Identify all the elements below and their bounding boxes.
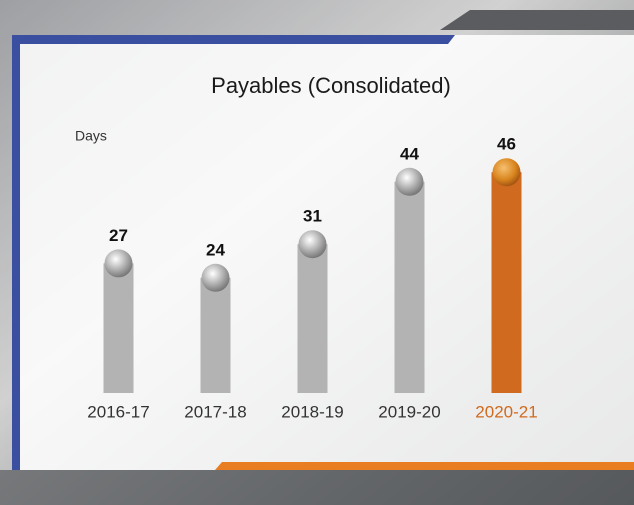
corner-tab bbox=[440, 10, 634, 30]
bar-cap bbox=[298, 230, 327, 259]
panel-bottom-accent bbox=[215, 462, 634, 470]
chart-title: Payables (Consolidated) bbox=[211, 73, 451, 98]
value-label: 44 bbox=[400, 144, 419, 163]
bar-cap bbox=[492, 158, 521, 187]
value-label: 27 bbox=[109, 226, 128, 245]
x-tick-label: 2017-18 bbox=[184, 402, 246, 421]
plot-area: 27 2016-17 24 2017-18 31 2018-19 44 2019-20 46 20… bbox=[87, 135, 537, 422]
bar bbox=[297, 244, 328, 393]
x-tick-label: 2018-19 bbox=[281, 402, 343, 421]
panel-left-border bbox=[12, 35, 20, 470]
bar-cap bbox=[201, 263, 230, 292]
value-label: 24 bbox=[206, 240, 225, 259]
bar-cap bbox=[395, 167, 424, 196]
bar bbox=[200, 277, 231, 393]
bar bbox=[394, 181, 425, 393]
bar bbox=[103, 263, 134, 393]
x-tick-label: 2016-17 bbox=[87, 402, 149, 421]
y-axis-label: Days bbox=[75, 128, 107, 144]
x-tick-label: 2019-20 bbox=[378, 402, 440, 421]
value-label: 31 bbox=[303, 207, 322, 226]
x-tick-label: 2020-21 bbox=[475, 402, 537, 421]
bottom-strip bbox=[0, 470, 634, 505]
bar-cap bbox=[104, 249, 133, 278]
value-label: 46 bbox=[497, 135, 516, 154]
panel-top-border bbox=[12, 35, 455, 44]
bar bbox=[491, 172, 522, 393]
